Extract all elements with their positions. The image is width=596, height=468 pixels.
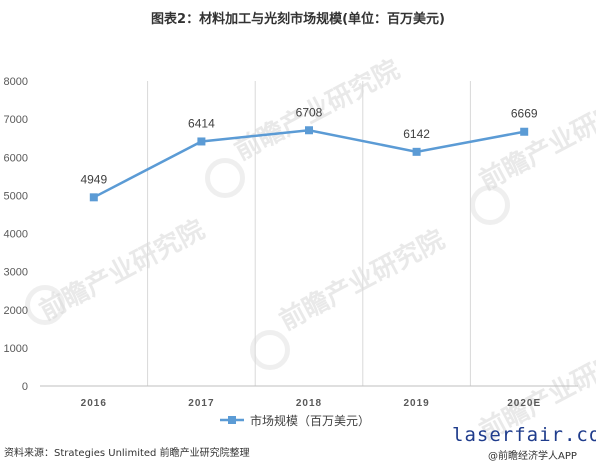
y-tick-label: 3000 — [4, 267, 28, 279]
chart-title: 图表2：材料加工与光刻市场规模(单位：百万美元) — [151, 12, 445, 27]
x-tick-label: 2018 — [296, 398, 322, 409]
x-tick-label: 2020E — [507, 398, 541, 409]
y-tick-label: 4000 — [4, 229, 28, 241]
series-line — [93, 128, 525, 199]
data-point — [520, 127, 529, 136]
data-point — [305, 126, 313, 135]
x-tick-label: 2017 — [188, 398, 214, 409]
y-tick-label: 7000 — [4, 114, 28, 126]
x-tick-label: 2016 — [81, 398, 107, 409]
data-point — [197, 137, 206, 146]
watermark-logo-3 — [25, 285, 65, 325]
legend-label: 市场规模（百万美元） — [250, 413, 370, 428]
y-tick-label: 0 — [22, 381, 28, 393]
x-tick-label: 2019 — [403, 398, 429, 409]
data-label: 6669 — [511, 107, 538, 121]
data-label: 4949 — [80, 172, 107, 186]
legend-marker — [228, 416, 236, 424]
y-tick-label: 6000 — [4, 152, 28, 164]
y-tick-label: 8000 — [4, 76, 28, 88]
site-watermark: laserfair.com — [452, 424, 596, 446]
data-label: 6142 — [403, 127, 430, 141]
data-point — [412, 147, 421, 156]
watermark-logo-2 — [470, 185, 510, 225]
watermark-logo-4 — [250, 330, 290, 370]
data-point — [89, 193, 98, 202]
app-credit: @前瞻经济学人APP — [488, 451, 577, 462]
data-label: 6414 — [188, 116, 215, 130]
data-label: 6708 — [296, 105, 323, 119]
y-tick-label: 5000 — [4, 190, 28, 202]
y-tick-label: 2000 — [4, 305, 28, 317]
y-tick-label: 1000 — [4, 343, 28, 355]
source-note: 资料来源：Strategies Unlimited 前瞻产业研究院整理 — [4, 448, 250, 459]
watermark-logo-1 — [205, 158, 245, 198]
